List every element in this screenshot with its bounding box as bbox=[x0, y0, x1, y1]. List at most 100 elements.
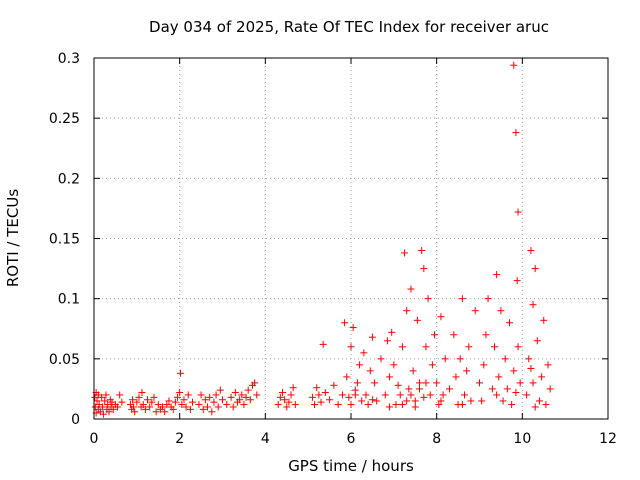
data-point bbox=[463, 367, 471, 375]
data-point bbox=[246, 396, 254, 404]
data-point bbox=[150, 393, 158, 401]
data-point bbox=[437, 313, 445, 321]
y-tick-label: 0.15 bbox=[49, 232, 80, 248]
data-point bbox=[529, 301, 537, 309]
data-point bbox=[544, 361, 552, 369]
data-point bbox=[204, 403, 212, 411]
data-point bbox=[171, 398, 179, 406]
data-point bbox=[133, 398, 141, 406]
data-point bbox=[420, 393, 428, 401]
data-point bbox=[411, 403, 419, 411]
data-point bbox=[480, 361, 488, 369]
data-point bbox=[407, 391, 415, 399]
data-point bbox=[456, 355, 464, 363]
data-point bbox=[229, 403, 237, 411]
data-point bbox=[368, 396, 376, 404]
data-point bbox=[159, 403, 167, 411]
data-point bbox=[186, 405, 194, 413]
data-point bbox=[281, 396, 289, 404]
data-point bbox=[242, 393, 250, 401]
data-point bbox=[163, 401, 171, 409]
data-point bbox=[174, 393, 182, 401]
data-point bbox=[152, 408, 160, 416]
data-point bbox=[484, 295, 492, 303]
data-point bbox=[398, 343, 406, 351]
data-point bbox=[416, 379, 424, 387]
data-point bbox=[471, 307, 479, 315]
data-point bbox=[201, 396, 209, 404]
data-point bbox=[388, 328, 396, 336]
data-point bbox=[114, 403, 122, 411]
data-point bbox=[240, 401, 248, 409]
data-point bbox=[431, 331, 439, 339]
data-point bbox=[98, 393, 106, 401]
data-point bbox=[478, 397, 486, 405]
x-tick-label: 6 bbox=[347, 431, 356, 447]
y-tick-label: 0.05 bbox=[49, 352, 80, 368]
data-point bbox=[169, 405, 177, 413]
data-point bbox=[347, 343, 355, 351]
data-point bbox=[510, 61, 518, 69]
y-tick-label: 0 bbox=[71, 412, 80, 428]
data-point bbox=[383, 337, 391, 345]
data-point bbox=[490, 343, 498, 351]
data-point bbox=[364, 401, 372, 409]
data-point bbox=[398, 401, 406, 409]
data-point bbox=[377, 355, 385, 363]
data-point bbox=[244, 386, 252, 394]
data-point bbox=[356, 361, 364, 369]
data-point bbox=[330, 381, 338, 389]
data-point bbox=[488, 385, 496, 393]
data-point bbox=[505, 319, 513, 327]
data-point bbox=[144, 396, 152, 404]
data-point bbox=[131, 408, 139, 416]
data-point bbox=[138, 389, 146, 397]
data-point bbox=[227, 393, 235, 401]
data-point bbox=[276, 393, 284, 401]
data-point bbox=[426, 391, 434, 399]
data-point bbox=[535, 397, 543, 405]
data-point bbox=[236, 396, 244, 404]
data-point bbox=[433, 379, 441, 387]
data-point bbox=[531, 265, 539, 273]
data-point bbox=[182, 403, 190, 411]
data-point bbox=[516, 379, 524, 387]
data-point bbox=[291, 401, 299, 409]
data-point bbox=[287, 391, 295, 399]
data-point bbox=[413, 316, 421, 324]
data-point bbox=[219, 396, 226, 404]
data-point bbox=[428, 361, 436, 369]
data-point bbox=[493, 271, 501, 279]
data-point bbox=[527, 364, 535, 372]
x-axis-label: GPS time / hours bbox=[288, 457, 414, 475]
data-point bbox=[390, 361, 398, 369]
data-point bbox=[501, 355, 509, 363]
data-point bbox=[347, 401, 355, 409]
data-point bbox=[341, 319, 349, 327]
data-point bbox=[435, 401, 443, 409]
data-point bbox=[118, 398, 126, 406]
x-tick-label: 10 bbox=[513, 431, 531, 447]
data-point bbox=[452, 373, 460, 381]
y-axis-label: ROTI / TECUs bbox=[4, 189, 22, 287]
data-point bbox=[99, 410, 107, 418]
data-point bbox=[197, 391, 205, 399]
data-point bbox=[450, 331, 458, 339]
data-point bbox=[495, 373, 503, 381]
data-point bbox=[238, 391, 246, 399]
data-point bbox=[386, 403, 394, 411]
data-point bbox=[214, 403, 222, 411]
data-point bbox=[482, 331, 490, 339]
data-point bbox=[274, 401, 282, 409]
data-point bbox=[510, 367, 518, 375]
x-tick-label: 12 bbox=[599, 431, 617, 447]
y-tick-label: 0.1 bbox=[58, 292, 80, 308]
data-point bbox=[503, 385, 511, 393]
data-point bbox=[362, 391, 370, 399]
data-point bbox=[422, 379, 430, 387]
data-point bbox=[178, 401, 186, 409]
data-point bbox=[148, 398, 156, 406]
data-point bbox=[513, 277, 521, 285]
data-point bbox=[317, 398, 325, 406]
data-point bbox=[289, 384, 297, 392]
